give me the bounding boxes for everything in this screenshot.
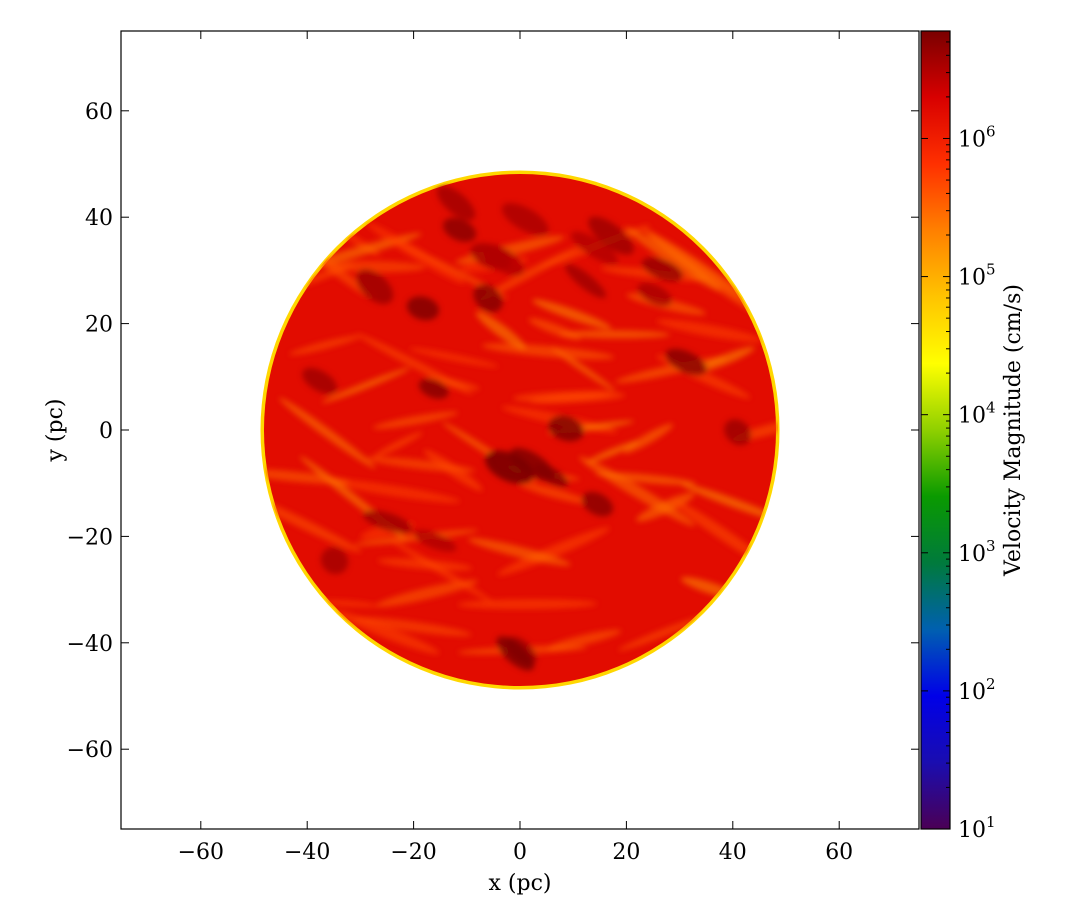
filament [377,558,473,571]
velocity-core [406,296,440,321]
filament [457,599,598,610]
colorbar [920,30,951,830]
filament [547,629,622,650]
peak-core [485,450,534,485]
velocity-core [637,282,673,307]
velocity-core [548,415,584,442]
x-tick-label: 0 [513,840,527,865]
y-tick-label: −40 [67,632,113,657]
filament [372,411,459,429]
y-axis-label: y (pc) [43,399,68,463]
y-tick-label: 60 [85,100,113,125]
filament [333,610,440,655]
x-tick-label: −60 [178,840,224,865]
y-tick-label: 0 [99,419,113,444]
filament [409,347,499,368]
x-tick-label: −20 [390,840,436,865]
colorbar-tick-label: 101 [958,813,996,843]
filament [423,449,483,492]
filament [518,482,591,505]
velocity-core [302,367,338,395]
filament [354,616,472,637]
x-tick-label: 60 [825,840,853,865]
y-tick-label: 40 [85,206,113,231]
velocity-core [565,264,606,299]
velocity-core [571,231,619,265]
velocity-core [641,257,684,282]
x-axis-label: x (pc) [489,871,552,896]
filament [513,391,626,403]
filament [318,599,379,608]
filament [366,222,465,285]
filament [497,527,610,576]
filament [528,318,581,341]
velocity-structures [261,185,779,671]
velocity-core [436,185,476,221]
heatmap-layer [260,170,780,690]
x-axis: −60 −40 −20 0 20 40 60 [178,31,853,865]
velocity-core [442,217,477,242]
velocity-core [501,203,549,236]
filament [586,440,640,464]
filament [618,615,708,651]
filament [373,431,423,458]
colorbar-tick-label: 103 [958,537,996,567]
filament [327,260,426,273]
filament [389,539,494,603]
filament [558,330,671,339]
y-tick-label: −60 [67,738,113,763]
filament [289,335,361,356]
velocity-core [581,491,614,517]
colorbar-tick-label: 104 [958,399,996,429]
velocity-core [724,419,751,446]
filament [279,397,376,469]
colorbar-label: Velocity Magnitude (cm/s) [1001,284,1026,577]
velocity-core [588,216,634,255]
filament [670,498,774,569]
colorbar-axis: 101 102 103 104 105 106 [921,30,996,843]
filament [532,299,612,329]
colorbar-tick-label: 102 [958,675,996,705]
colorbar-tick-label: 105 [958,261,996,291]
filament [481,343,615,360]
filament [327,479,461,503]
velocity-core [362,510,413,534]
filament [475,311,526,350]
filament [693,346,755,373]
filament [623,423,674,454]
filament [656,319,763,342]
velocity-core [483,244,525,277]
velocity-core [665,348,707,376]
velocity-core [356,268,394,305]
colorbar-tick-label: 106 [958,122,996,152]
x-tick-label: 20 [612,840,640,865]
velocity-core [418,378,449,399]
filament [681,483,779,523]
velocity-core [413,529,457,552]
velocity-core [533,463,569,487]
filament [624,226,722,292]
x-tick-label: −40 [284,840,330,865]
filament [467,537,571,566]
x-tick-label: 40 [719,840,747,865]
velocity-core [496,636,535,671]
filament [321,367,410,403]
filament [579,456,695,527]
y-tick-label: −20 [67,525,113,550]
velocity-core [320,547,349,575]
y-axis: −60 −40 −20 0 20 40 60 [67,100,919,763]
y-tick-label: 20 [85,313,113,338]
filament [375,579,478,608]
filament [426,375,480,391]
velocity-core [473,284,503,313]
